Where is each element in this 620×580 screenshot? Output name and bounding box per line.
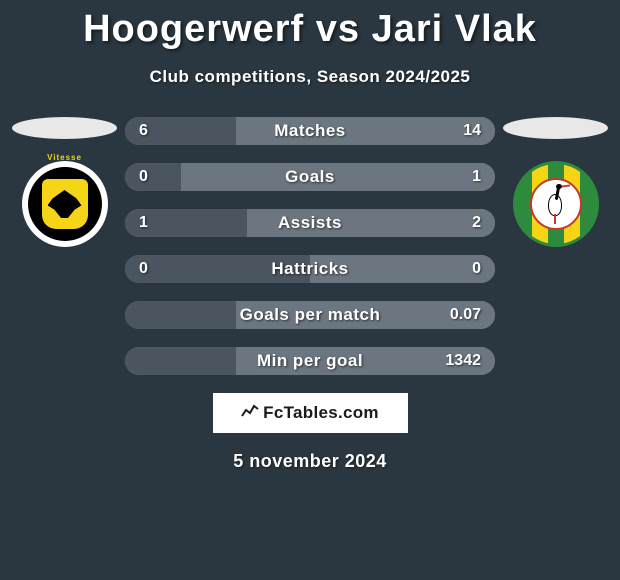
stat-label: Goals per match [125, 305, 495, 325]
badge-shield [42, 179, 88, 229]
main-area: Vitesse 6Matches140Goals11Assists20Hattr… [0, 117, 620, 472]
stat-value-right: 0.07 [450, 306, 481, 324]
date-text: 5 november 2024 [0, 451, 620, 472]
stat-label: Goals [125, 167, 495, 187]
stats-container: 6Matches140Goals11Assists20Hattricks0Goa… [125, 117, 495, 375]
player-left-silhouette [12, 117, 117, 139]
badge-text: Vitesse [47, 153, 82, 162]
stat-value-right: 0 [472, 260, 481, 278]
stat-row: 1Assists2 [125, 209, 495, 237]
eagle-icon [48, 190, 82, 218]
chart-icon [241, 404, 259, 423]
player-right-silhouette [503, 117, 608, 139]
stork-icon [542, 186, 570, 222]
stat-label: Hattricks [125, 259, 495, 279]
stat-row: 0Goals1 [125, 163, 495, 191]
stat-value-right: 14 [463, 122, 481, 140]
player-right-block [503, 117, 608, 247]
stat-row: 6Matches14 [125, 117, 495, 145]
badge-inner [530, 178, 582, 230]
stat-label: Min per goal [125, 351, 495, 371]
stat-value-right: 1342 [445, 352, 481, 370]
watermark-text: FcTables.com [263, 403, 379, 423]
stat-value-right: 2 [472, 214, 481, 232]
club-badge-vitesse: Vitesse [22, 161, 108, 247]
stat-row: 0Hattricks0 [125, 255, 495, 283]
player-left-block: Vitesse [12, 117, 117, 247]
stat-row: Min per goal1342 [125, 347, 495, 375]
page-title: Hoogerwerf vs Jari Vlak [0, 0, 620, 51]
stat-label: Assists [125, 213, 495, 233]
watermark: FcTables.com [213, 393, 408, 433]
stat-row: Goals per match0.07 [125, 301, 495, 329]
subtitle: Club competitions, Season 2024/2025 [0, 67, 620, 87]
stat-value-right: 1 [472, 168, 481, 186]
stat-label: Matches [125, 121, 495, 141]
club-badge-ado [513, 161, 599, 247]
badge-inner: Vitesse [28, 167, 102, 241]
